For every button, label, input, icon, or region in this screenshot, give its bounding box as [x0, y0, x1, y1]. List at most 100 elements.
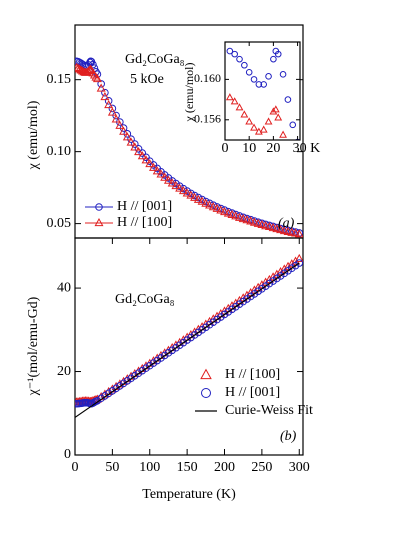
marker-triangle [115, 120, 125, 129]
marker-triangle [231, 211, 241, 220]
marker-circle [236, 55, 243, 63]
marker-circle [160, 351, 169, 360]
marker-triangle [249, 217, 259, 226]
marker-circle [97, 80, 105, 88]
marker-circle [179, 338, 188, 347]
marker-triangle [107, 107, 117, 116]
marker-circle [255, 81, 263, 88]
marker-triangle [182, 188, 192, 197]
marker-circle [231, 302, 240, 311]
marker-circle [284, 96, 292, 103]
marker-triangle [276, 267, 286, 276]
marker-circle [95, 203, 103, 211]
y-tick-label: 0 [64, 447, 71, 462]
marker-circle [190, 331, 199, 339]
marker-circle [108, 387, 117, 395]
marker-triangle [119, 126, 129, 135]
y-axis-label: χ (emu/mol) [26, 100, 41, 170]
y-axis-label: χ⁻¹(mol/emu-Gd) [26, 296, 41, 396]
inset [225, 47, 301, 178]
legend-label: H // [100] [225, 367, 280, 382]
marker-triangle [92, 73, 102, 83]
marker-triangle [234, 212, 244, 221]
inset-series [225, 47, 301, 178]
marker-triangle [261, 221, 271, 230]
marker-circle [213, 315, 221, 324]
marker-triangle [245, 117, 254, 125]
marker-triangle [100, 91, 110, 101]
marker-circle [104, 389, 113, 398]
marker-triangle [246, 216, 256, 225]
marker-circle [145, 361, 154, 370]
marker-triangle [163, 175, 173, 184]
x-tick-label: 250 [251, 460, 272, 475]
marker-circle [220, 310, 229, 319]
marker-triangle [295, 172, 301, 178]
marker-circle [273, 274, 281, 283]
marker-circle [265, 279, 274, 288]
x-tick-label: 150 [177, 460, 198, 475]
marker-circle [131, 140, 139, 148]
marker-circle [270, 55, 277, 63]
marker-circle [194, 328, 203, 337]
marker-triangle [122, 132, 132, 141]
marker-triangle [253, 218, 263, 227]
marker-triangle [268, 272, 278, 281]
marker-circle [168, 346, 176, 355]
plot-frame [74, 237, 304, 456]
marker-circle [239, 297, 247, 306]
series-group [75, 57, 303, 238]
marker-triangle [253, 282, 263, 291]
marker-triangle [201, 198, 211, 207]
marker-triangle [137, 151, 147, 160]
marker-circle [131, 371, 139, 380]
marker-circle [274, 50, 282, 58]
marker-circle [123, 376, 132, 385]
marker-circle [134, 144, 143, 153]
marker-circle [138, 366, 147, 375]
marker-circle [134, 369, 143, 378]
marker-circle [119, 379, 128, 388]
x-tick-label: 300 [289, 460, 310, 475]
marker-circle [138, 149, 147, 157]
marker-triangle [223, 208, 233, 217]
legend-label: Curie-Weiss Fit [225, 403, 313, 418]
y-tick-label: 20 [57, 364, 71, 379]
marker-triangle [269, 107, 278, 115]
marker-triangle [197, 196, 207, 205]
legend-label: H // [100] [117, 215, 172, 230]
marker-triangle [285, 147, 291, 153]
marker-triangle [242, 215, 252, 224]
marker-circle [258, 284, 266, 293]
marker-circle [269, 277, 277, 285]
marker-triangle [175, 183, 185, 192]
marker-circle [198, 326, 206, 334]
marker-triangle [186, 190, 196, 199]
marker-circle [187, 189, 195, 198]
marker-triangle [264, 117, 273, 125]
marker-triangle [276, 224, 286, 234]
marker-circle [201, 388, 211, 398]
marker-triangle [291, 228, 301, 237]
marker-triangle [294, 229, 303, 238]
x-tick-label: 0 [72, 460, 79, 475]
marker-triangle [216, 205, 226, 214]
marker-triangle [283, 261, 293, 270]
marker-circle [183, 336, 191, 344]
marker-triangle [208, 202, 218, 211]
marker-circle [228, 305, 236, 314]
marker-circle [279, 71, 287, 78]
marker-circle [245, 69, 253, 76]
marker-triangle [111, 114, 121, 123]
marker-circle [164, 349, 173, 357]
marker-circle [295, 259, 303, 267]
marker-triangle [287, 259, 297, 268]
marker-triangle [83, 66, 93, 75]
marker-triangle [279, 264, 289, 273]
marker-triangle [225, 93, 234, 101]
marker-triangle [235, 103, 244, 111]
marker-triangle [271, 105, 280, 113]
marker-triangle [200, 368, 212, 380]
marker-triangle [279, 130, 287, 138]
